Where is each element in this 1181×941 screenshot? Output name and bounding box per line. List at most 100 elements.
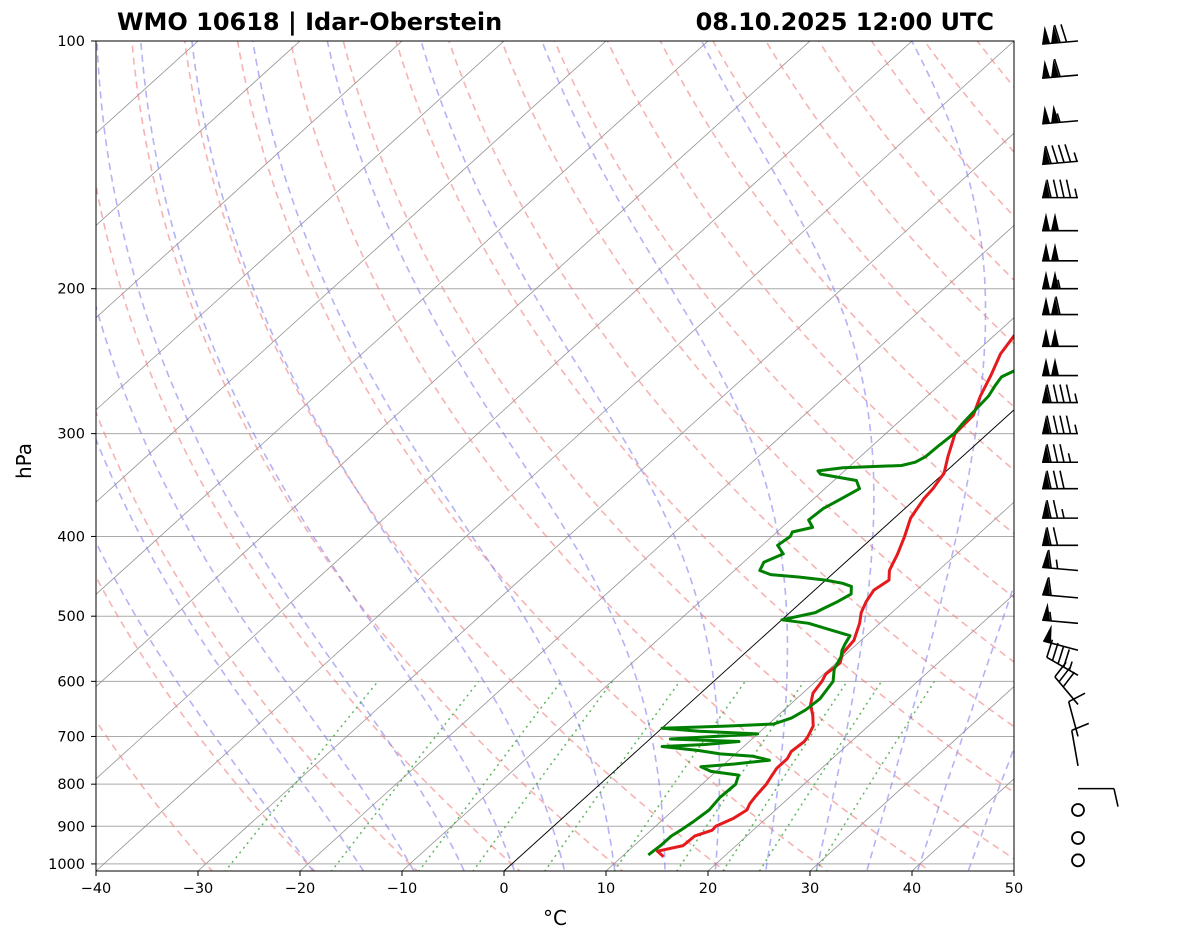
moist-adiabat-line bbox=[96, 41, 466, 871]
barb-flag bbox=[1042, 470, 1050, 489]
barb-flag bbox=[1042, 242, 1050, 261]
barb-full bbox=[1065, 179, 1072, 198]
isotherm-line bbox=[96, 41, 709, 595]
barb-flag bbox=[1042, 328, 1050, 347]
barb-full bbox=[1113, 788, 1119, 807]
barb-full bbox=[1046, 444, 1052, 463]
dry-adiabat-line bbox=[500, 41, 1014, 663]
wind-barb bbox=[1042, 415, 1078, 435]
wind-barb bbox=[1043, 624, 1079, 652]
isotherm-line bbox=[96, 41, 199, 134]
moist-adiabat-line bbox=[326, 41, 666, 871]
wind-barb bbox=[1042, 212, 1078, 232]
barb-flag bbox=[1042, 500, 1050, 519]
dry-adiabat-line bbox=[289, 41, 932, 871]
wind-barb bbox=[1042, 104, 1079, 125]
barb-full bbox=[1046, 639, 1054, 658]
dry-adiabat-line bbox=[96, 575, 316, 871]
barb-full bbox=[1046, 415, 1052, 434]
barb-flag bbox=[1051, 242, 1059, 261]
mixing-ratio-line bbox=[758, 680, 883, 871]
wind-barb bbox=[1042, 24, 1079, 45]
barb-half bbox=[1061, 508, 1065, 519]
wind-barb bbox=[1042, 527, 1078, 547]
barb-flag bbox=[1051, 270, 1059, 289]
dry-adiabat-line bbox=[976, 41, 1014, 89]
wind-barb bbox=[1042, 470, 1078, 490]
barb-full bbox=[1062, 671, 1076, 688]
barb-half bbox=[1055, 559, 1059, 569]
x-tick-label: 50 bbox=[1005, 881, 1023, 897]
barb-flag bbox=[1051, 25, 1060, 44]
moist-adiabat-line bbox=[916, 582, 1014, 871]
y-axis-label: hPa bbox=[12, 443, 36, 479]
dry-adiabat-line bbox=[553, 41, 1014, 599]
dry-adiabat-line bbox=[1052, 3, 1181, 881]
isotherm-line bbox=[96, 41, 811, 688]
barb-full bbox=[1044, 145, 1052, 164]
zero-isotherm-line bbox=[503, 409, 1014, 871]
wind-barb bbox=[1042, 384, 1078, 404]
barb-flag bbox=[1042, 296, 1050, 315]
barb-half bbox=[1074, 393, 1078, 403]
wind-barb bbox=[1042, 144, 1079, 166]
wind-barb bbox=[1042, 444, 1078, 464]
barb-full bbox=[1059, 179, 1065, 198]
dry-adiabat-line bbox=[817, 41, 1014, 282]
wind-barbs bbox=[1042, 24, 1119, 868]
mixing-ratio-line bbox=[543, 680, 681, 871]
barb-full bbox=[1046, 470, 1052, 489]
dry-adiabat-line bbox=[448, 41, 1014, 728]
chart-title-station: WMO 10618 | Idar-Oberstein bbox=[117, 8, 502, 36]
barb-half bbox=[1073, 152, 1078, 162]
moist-adiabat-line bbox=[420, 41, 721, 871]
dry-adiabat-line bbox=[342, 41, 1014, 860]
barb-flag bbox=[1042, 105, 1051, 124]
x-tick-label: 20 bbox=[699, 881, 717, 897]
barb-full bbox=[1058, 666, 1071, 683]
y-tick-label: 500 bbox=[57, 609, 85, 625]
dewpoint-profile bbox=[647, 369, 1014, 857]
barb-flag bbox=[1042, 357, 1050, 376]
y-tick-label: 700 bbox=[57, 729, 85, 745]
moist-adiabat-line bbox=[96, 303, 415, 871]
barb-flag bbox=[1042, 415, 1050, 434]
mixing-ratio-line bbox=[613, 680, 746, 871]
barb-flag bbox=[1042, 146, 1051, 165]
barb-full bbox=[1051, 145, 1059, 164]
dry-adiabat-line bbox=[659, 41, 1014, 472]
barb-full bbox=[1053, 58, 1061, 77]
moist-adiabat-line bbox=[865, 41, 987, 871]
barb-flag bbox=[1042, 212, 1050, 231]
mixing-ratio-line bbox=[676, 680, 805, 871]
barb-flag bbox=[1042, 270, 1050, 289]
y-tick-label: 300 bbox=[57, 427, 85, 443]
barb-full bbox=[1057, 144, 1065, 163]
x-tick-label: −10 bbox=[387, 881, 418, 897]
dry-adiabat-line bbox=[236, 41, 829, 871]
wind-barb bbox=[1078, 787, 1119, 807]
x-tick-label: 30 bbox=[801, 881, 819, 897]
barb-flag bbox=[1051, 357, 1059, 376]
wind-barb bbox=[1042, 549, 1079, 572]
wind-barb bbox=[1071, 853, 1085, 868]
y-tick-label: 900 bbox=[57, 819, 85, 835]
barb-flag bbox=[1042, 549, 1051, 569]
barb-full bbox=[1059, 415, 1065, 434]
isotherm-line bbox=[299, 224, 1014, 871]
y-tick-label: 200 bbox=[57, 282, 85, 298]
dry-adiabat-line bbox=[131, 41, 624, 871]
wind-barb bbox=[1042, 179, 1078, 199]
isotherm-line bbox=[809, 686, 1014, 871]
plot-frame bbox=[95, 40, 1015, 872]
calm-wind-circle bbox=[1071, 831, 1085, 845]
y-tick-label: 1000 bbox=[48, 857, 85, 873]
barb-flag bbox=[1051, 212, 1059, 231]
isotherm-line bbox=[96, 41, 1014, 871]
barb-half bbox=[1074, 424, 1078, 434]
barb-full bbox=[1052, 415, 1059, 434]
wind-barb bbox=[1046, 639, 1079, 677]
isotherm-line bbox=[96, 41, 505, 411]
barb-staff bbox=[1043, 640, 1079, 652]
